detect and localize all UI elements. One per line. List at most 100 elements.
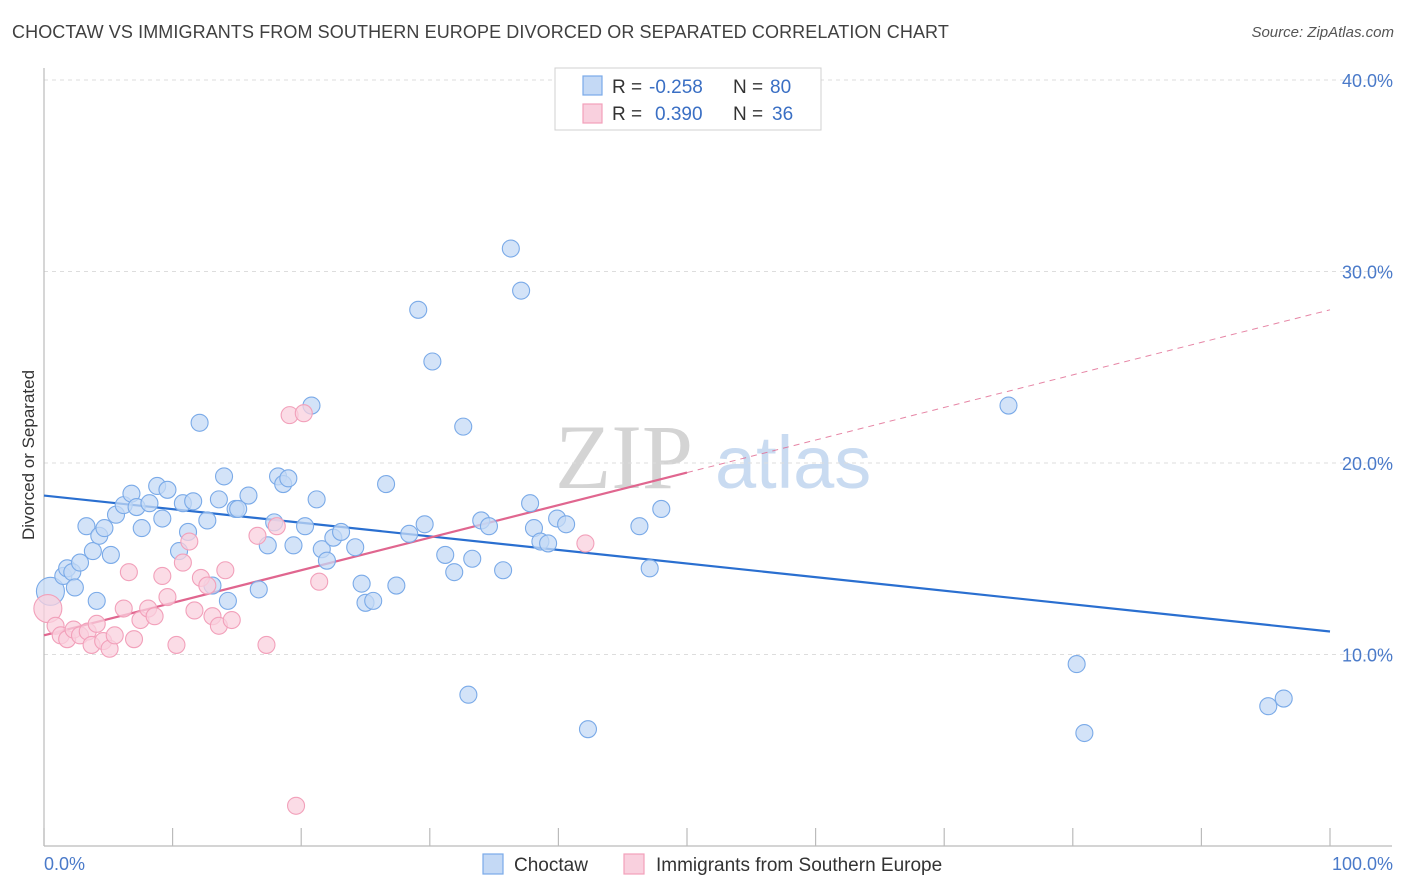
source-label: Source: ZipAtlas.com <box>1251 24 1394 41</box>
point-choctaw <box>1274 689 1293 708</box>
bottom-legend-label-choctaw: Choctaw <box>514 855 588 876</box>
point-choctaw <box>459 685 478 704</box>
point-choctaw <box>1067 655 1086 674</box>
point-immigrants <box>310 572 329 591</box>
point-choctaw <box>630 517 649 536</box>
point-choctaw <box>501 239 520 258</box>
point-immigrants <box>167 635 186 654</box>
point-choctaw <box>77 517 96 536</box>
point-choctaw <box>70 553 90 572</box>
y-tick-label: 40.0% <box>1342 71 1393 91</box>
point-choctaw <box>377 475 396 494</box>
point-choctaw <box>454 417 473 436</box>
grid-lines <box>44 79 1392 655</box>
legend-swatch-choctaw <box>582 75 603 96</box>
point-choctaw <box>578 720 598 739</box>
point-choctaw <box>539 534 558 553</box>
legend-n-label-immigrants: N = <box>733 104 763 125</box>
point-choctaw <box>1075 723 1094 743</box>
chart-title: CHOCTAW VS IMMIGRANTS FROM SOUTHERN EURO… <box>12 22 949 42</box>
point-choctaw <box>190 413 209 432</box>
trend-lines <box>43 309 1331 637</box>
data-points <box>33 239 1293 815</box>
point-choctaw <box>1259 697 1278 716</box>
trend-line-immigrants-extension <box>686 309 1331 474</box>
bottom-legend-label-immigrants: Immigrants from Southern Europe <box>656 855 942 876</box>
point-choctaw <box>296 517 315 536</box>
point-immigrants <box>287 796 306 815</box>
point-choctaw <box>87 591 106 610</box>
point-choctaw <box>284 536 303 555</box>
legend-r-label-immigrants: R = <box>612 104 642 125</box>
point-choctaw <box>352 574 371 593</box>
point-choctaw <box>132 519 151 538</box>
point-immigrants <box>267 517 286 536</box>
legend: R = -0.258 N = 80 R = 0.390 N = 36 <box>554 67 822 131</box>
point-choctaw <box>512 281 531 300</box>
bottom-legend-swatch-immigrants <box>623 853 645 875</box>
point-choctaw <box>140 494 159 513</box>
legend-r-value-choctaw: -0.258 <box>649 77 703 98</box>
point-choctaw <box>346 538 365 557</box>
point-choctaw <box>198 511 217 530</box>
point-choctaw <box>364 591 383 610</box>
point-immigrants <box>222 610 241 630</box>
legend-swatch-immigrants <box>582 103 603 124</box>
tick-labels: 10.0% 20.0% 30.0% 40.0% 0.0% 100.0% <box>44 71 1393 874</box>
point-immigrants <box>153 566 172 586</box>
point-immigrants <box>216 561 235 580</box>
point-choctaw <box>317 551 336 570</box>
point-choctaw <box>214 467 234 486</box>
point-choctaw <box>279 469 298 488</box>
watermark: ZIP atlas <box>555 406 871 508</box>
point-immigrants <box>257 635 276 654</box>
point-choctaw <box>184 492 203 511</box>
watermark-zip: ZIP <box>555 406 693 508</box>
legend-r-value-immigrants: 0.390 <box>655 104 703 125</box>
point-choctaw <box>479 517 499 536</box>
point-immigrants <box>185 601 204 620</box>
axes <box>43 68 1392 847</box>
point-choctaw <box>332 522 351 541</box>
y-tick-label: 30.0% <box>1342 263 1393 283</box>
point-choctaw <box>409 300 428 319</box>
point-immigrants <box>173 553 192 572</box>
point-immigrants <box>576 534 595 553</box>
point-immigrants <box>124 630 144 649</box>
point-choctaw <box>65 578 84 597</box>
point-immigrants <box>145 607 164 626</box>
y-tick-label: 20.0% <box>1342 454 1393 474</box>
point-immigrants <box>105 626 124 645</box>
y-tick-label: 10.0% <box>1342 646 1393 666</box>
point-immigrants <box>180 532 199 551</box>
point-choctaw <box>387 576 406 595</box>
legend-n-value-immigrants: 36 <box>772 104 793 125</box>
point-choctaw <box>445 563 464 582</box>
point-choctaw <box>652 499 671 519</box>
point-choctaw <box>249 580 268 599</box>
y-axis-label: Divorced or Separated <box>19 370 38 540</box>
point-choctaw <box>153 509 172 528</box>
point-choctaw <box>101 545 120 564</box>
x-tick-label: 100.0% <box>1332 854 1393 874</box>
point-immigrants <box>198 576 217 595</box>
point-immigrants <box>294 404 313 423</box>
legend-n-label-choctaw: N = <box>733 77 763 98</box>
point-choctaw <box>95 519 114 538</box>
point-choctaw <box>158 480 177 499</box>
point-choctaw <box>239 486 258 505</box>
point-choctaw <box>415 515 434 534</box>
point-choctaw <box>521 494 540 513</box>
point-immigrants <box>158 587 177 607</box>
bottom-legend-swatch-choctaw <box>482 853 504 875</box>
legend-r-label-choctaw: R = <box>612 77 642 98</box>
point-choctaw <box>999 396 1018 415</box>
point-choctaw <box>209 490 228 509</box>
point-choctaw <box>494 561 513 580</box>
legend-n-value-choctaw: 80 <box>770 77 791 98</box>
point-immigrants <box>87 614 106 633</box>
point-choctaw <box>400 524 419 543</box>
point-choctaw <box>557 515 576 534</box>
x-tick-label: 0.0% <box>44 854 85 874</box>
